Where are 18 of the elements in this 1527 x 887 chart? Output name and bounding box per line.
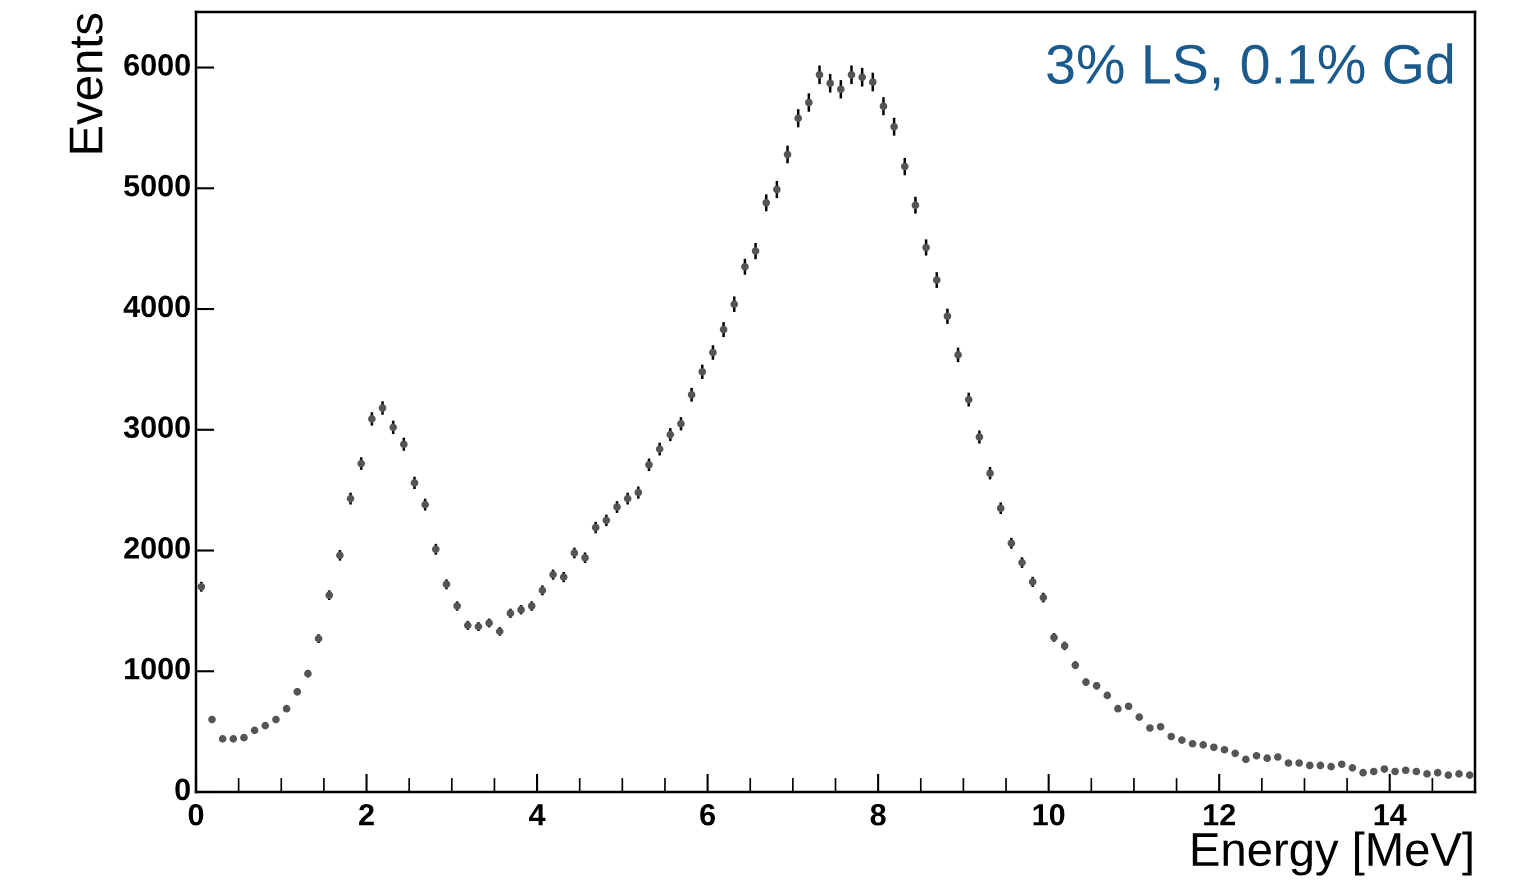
x-tick-label: 4 — [529, 804, 546, 826]
x-tick-label: 6 — [700, 803, 715, 826]
y-tick-label: 0 — [175, 778, 190, 801]
y-tick-label: 6000 — [124, 54, 190, 76]
y-tick-label: 2000 — [124, 537, 190, 559]
y-tick-label: 5000 — [124, 174, 190, 197]
y-tick-label: 1000 — [125, 657, 190, 680]
y-tick-label: 3000 — [123, 416, 190, 439]
x-axis-title: Energy [MeV] — [1192, 831, 1472, 876]
y-tick-label: 4000 — [123, 295, 190, 318]
x-tick-label: 12 — [1204, 803, 1235, 826]
annotation: 3% LS, 0.1% Gd — [1047, 43, 1453, 91]
x-tick-label: 8 — [870, 803, 886, 826]
x-tick-label: 14 — [1374, 804, 1407, 826]
x-tick-label: 2 — [359, 803, 374, 826]
y-axis-title: Events — [69, 13, 103, 153]
x-tick-label: 10 — [1033, 803, 1065, 826]
x-tick-label: 0 — [188, 803, 204, 826]
